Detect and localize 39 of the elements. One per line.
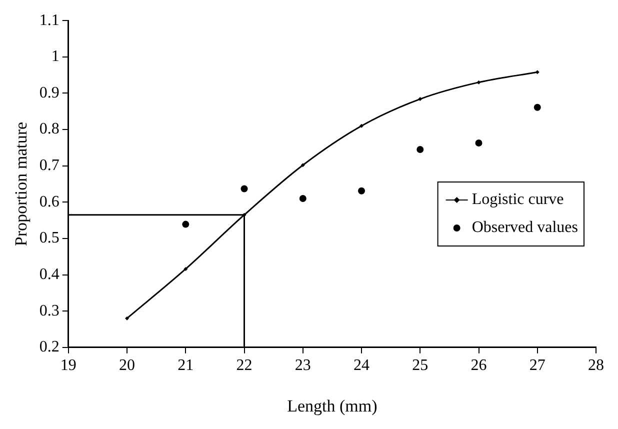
x-tick-label: 27 (529, 357, 546, 374)
legend-label: Logistic curve (472, 191, 564, 208)
point (300, 163, 305, 168)
legend-label: Observed values (472, 219, 578, 236)
y-tick-label: 1.1 (39, 12, 60, 29)
point (418, 97, 422, 102)
x-axis-title: Length (mm) (287, 396, 378, 416)
x-tick-label: 26 (470, 357, 487, 374)
y-tick-label: 0.5 (39, 230, 60, 247)
point (242, 212, 246, 217)
point (358, 187, 366, 194)
point (184, 266, 188, 271)
point (535, 70, 540, 74)
x-tick-label: 28 (588, 357, 604, 374)
point (299, 195, 306, 202)
point (182, 220, 190, 228)
y-tick-label: 0.7 (39, 157, 60, 174)
point (416, 146, 424, 154)
point (534, 104, 541, 111)
y-tick-label: 0.8 (39, 120, 60, 138)
x-tick-label: 19 (60, 357, 76, 374)
y-tick-label: 0.4 (39, 266, 60, 283)
y-axis-title: Proportion mature (12, 122, 31, 246)
x-tick-label: 21 (178, 357, 194, 374)
x-tick-label: 22 (236, 357, 252, 374)
x-tick-label: 25 (412, 357, 428, 374)
point (476, 80, 481, 84)
point (360, 124, 364, 128)
y-tick-label: 0.9 (39, 84, 60, 102)
point (475, 139, 482, 146)
x-tick-label: 23 (294, 357, 311, 374)
y-tick-label: 0.3 (39, 302, 60, 320)
point (240, 185, 248, 192)
x-tick-label: 24 (354, 357, 370, 374)
y-tick-label: 1 (51, 48, 60, 66)
y-tick-label: 0.6 (39, 193, 60, 210)
x-tick-label: 20 (119, 357, 136, 374)
y-tick-label: 0.2 (39, 338, 60, 356)
point (125, 316, 130, 320)
